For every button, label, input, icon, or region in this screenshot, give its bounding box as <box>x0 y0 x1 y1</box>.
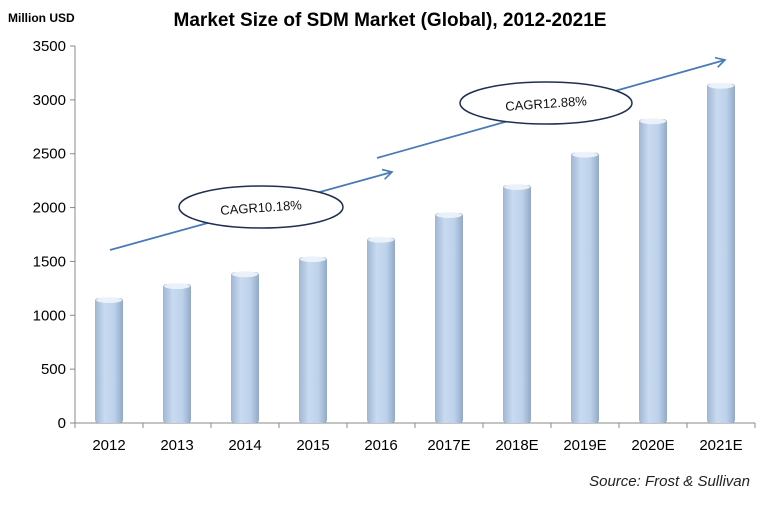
y-tick-label: 500 <box>41 361 66 378</box>
bar-cap <box>96 297 122 304</box>
bar-2015 <box>299 257 327 423</box>
x-tick-label: 2021E <box>699 437 742 454</box>
bar-2012 <box>95 298 123 423</box>
bar-cap <box>572 151 598 158</box>
bar-2021E <box>707 83 735 423</box>
x-tick-label: 2013 <box>160 437 193 454</box>
bar-2017E <box>435 212 463 423</box>
bar-2016 <box>367 237 395 423</box>
x-tick-label: 2020E <box>631 437 674 454</box>
y-tick-label: 2000 <box>33 200 66 217</box>
x-tick-label: 2018E <box>495 437 538 454</box>
y-tick-label: 3500 <box>33 38 66 55</box>
cagr-label: CAGR10.18% <box>220 197 303 218</box>
bar-cap <box>436 211 462 218</box>
bar-cap <box>300 256 326 263</box>
x-tick-label: 2014 <box>228 437 261 454</box>
x-tick-label: 2015 <box>296 437 329 454</box>
bar-2019E <box>571 152 599 423</box>
y-tick-label: 1000 <box>33 307 66 324</box>
y-tick-label: 0 <box>58 415 66 432</box>
cagr-label: CAGR12.88% <box>505 93 588 114</box>
y-tick-label: 3000 <box>33 92 66 109</box>
y-tick-label: 2500 <box>33 146 66 163</box>
bar-2018E <box>503 184 531 423</box>
x-tick-label: 2017E <box>427 437 470 454</box>
bar-cap <box>368 236 394 243</box>
x-tick-label: 2016 <box>364 437 397 454</box>
x-tick-label: 2012 <box>92 437 125 454</box>
bar-2014 <box>231 272 259 423</box>
bar-2013 <box>163 284 191 423</box>
bar-cap <box>232 271 258 278</box>
bar-cap <box>504 183 530 190</box>
x-tick-label: 2019E <box>563 437 606 454</box>
y-axis-label: Million USD <box>8 11 75 25</box>
cagr-ellipse <box>178 185 344 229</box>
chart-title: Market Size of SDM Market (Global), 2012… <box>174 10 607 31</box>
y-tick-label: 1500 <box>33 253 66 270</box>
bar-cap <box>708 82 734 89</box>
bar-cap <box>164 283 190 290</box>
bar-cap <box>640 118 666 125</box>
source-note: Source: Frost & Sullivan <box>589 473 750 490</box>
bar-2020E <box>639 119 667 423</box>
cagr-ellipse <box>459 81 633 125</box>
